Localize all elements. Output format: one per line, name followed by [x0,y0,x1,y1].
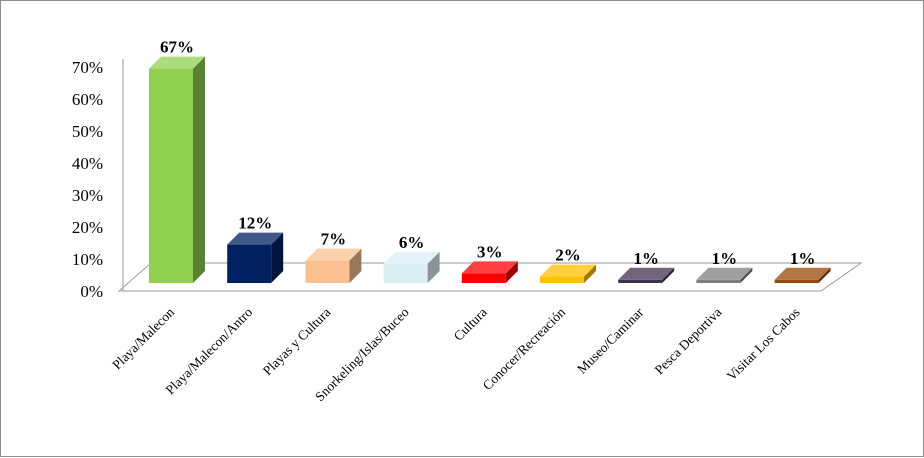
y-tick-label: 70% [72,58,103,77]
bar [774,279,819,283]
bar [227,244,272,283]
x-category-label: Playas y Cultura [260,305,334,379]
bar [540,276,584,283]
bar-side [505,261,518,283]
bar [461,273,506,283]
bar-top [774,267,831,280]
bar-value-label: 67% [160,38,194,57]
bar [305,260,350,283]
bar-value-label: 6% [399,233,425,252]
bar-top [540,264,596,277]
bar-value-label: 3% [477,242,503,261]
y-tick-label: 30% [72,186,103,205]
bar-top [227,232,284,245]
bar [149,68,193,283]
bar-side [818,267,831,283]
bar-top [305,248,362,261]
bar [383,263,428,283]
bar-value-label: 12% [238,214,272,233]
x-category-label: Playa/Malecon/Antro [163,304,256,397]
x-category-label: Visitar Los Cabos [724,305,803,384]
y-tick-label: 60% [72,90,103,109]
x-category-label: Museo/Caminar [574,304,646,376]
x-category-label: Cultura [451,305,490,344]
y-tick-label: 40% [72,154,103,173]
x-category-label: Pesca Deportiva [652,305,725,378]
bar-side [349,248,362,283]
bar-value-label: 1% [790,249,816,268]
bar-top [461,261,518,274]
x-category-label: Playa/Malecon [109,304,177,372]
x-category-label: Conocer/Recreación [480,304,569,393]
bar-side [193,56,205,283]
bar [618,279,663,283]
bar-top [618,267,675,280]
bar-top [696,267,753,280]
bar-side [584,264,596,283]
bar-value-label: 1% [633,249,659,268]
bar-value-label: 1% [712,249,738,268]
y-tick-label: 50% [72,122,103,141]
bar-value-label: 7% [321,230,347,249]
y-tick-label: 20% [72,218,103,237]
y-tick-label: 10% [72,250,103,269]
bar-side [740,267,753,283]
y-tick-label: 0% [80,282,103,301]
bar-value-label: 2% [555,246,581,265]
bar-side [662,267,675,283]
bar-side [427,251,440,283]
bar-top [383,251,440,264]
bar-side [271,232,284,283]
bar-top [149,56,205,69]
bar [696,279,741,283]
